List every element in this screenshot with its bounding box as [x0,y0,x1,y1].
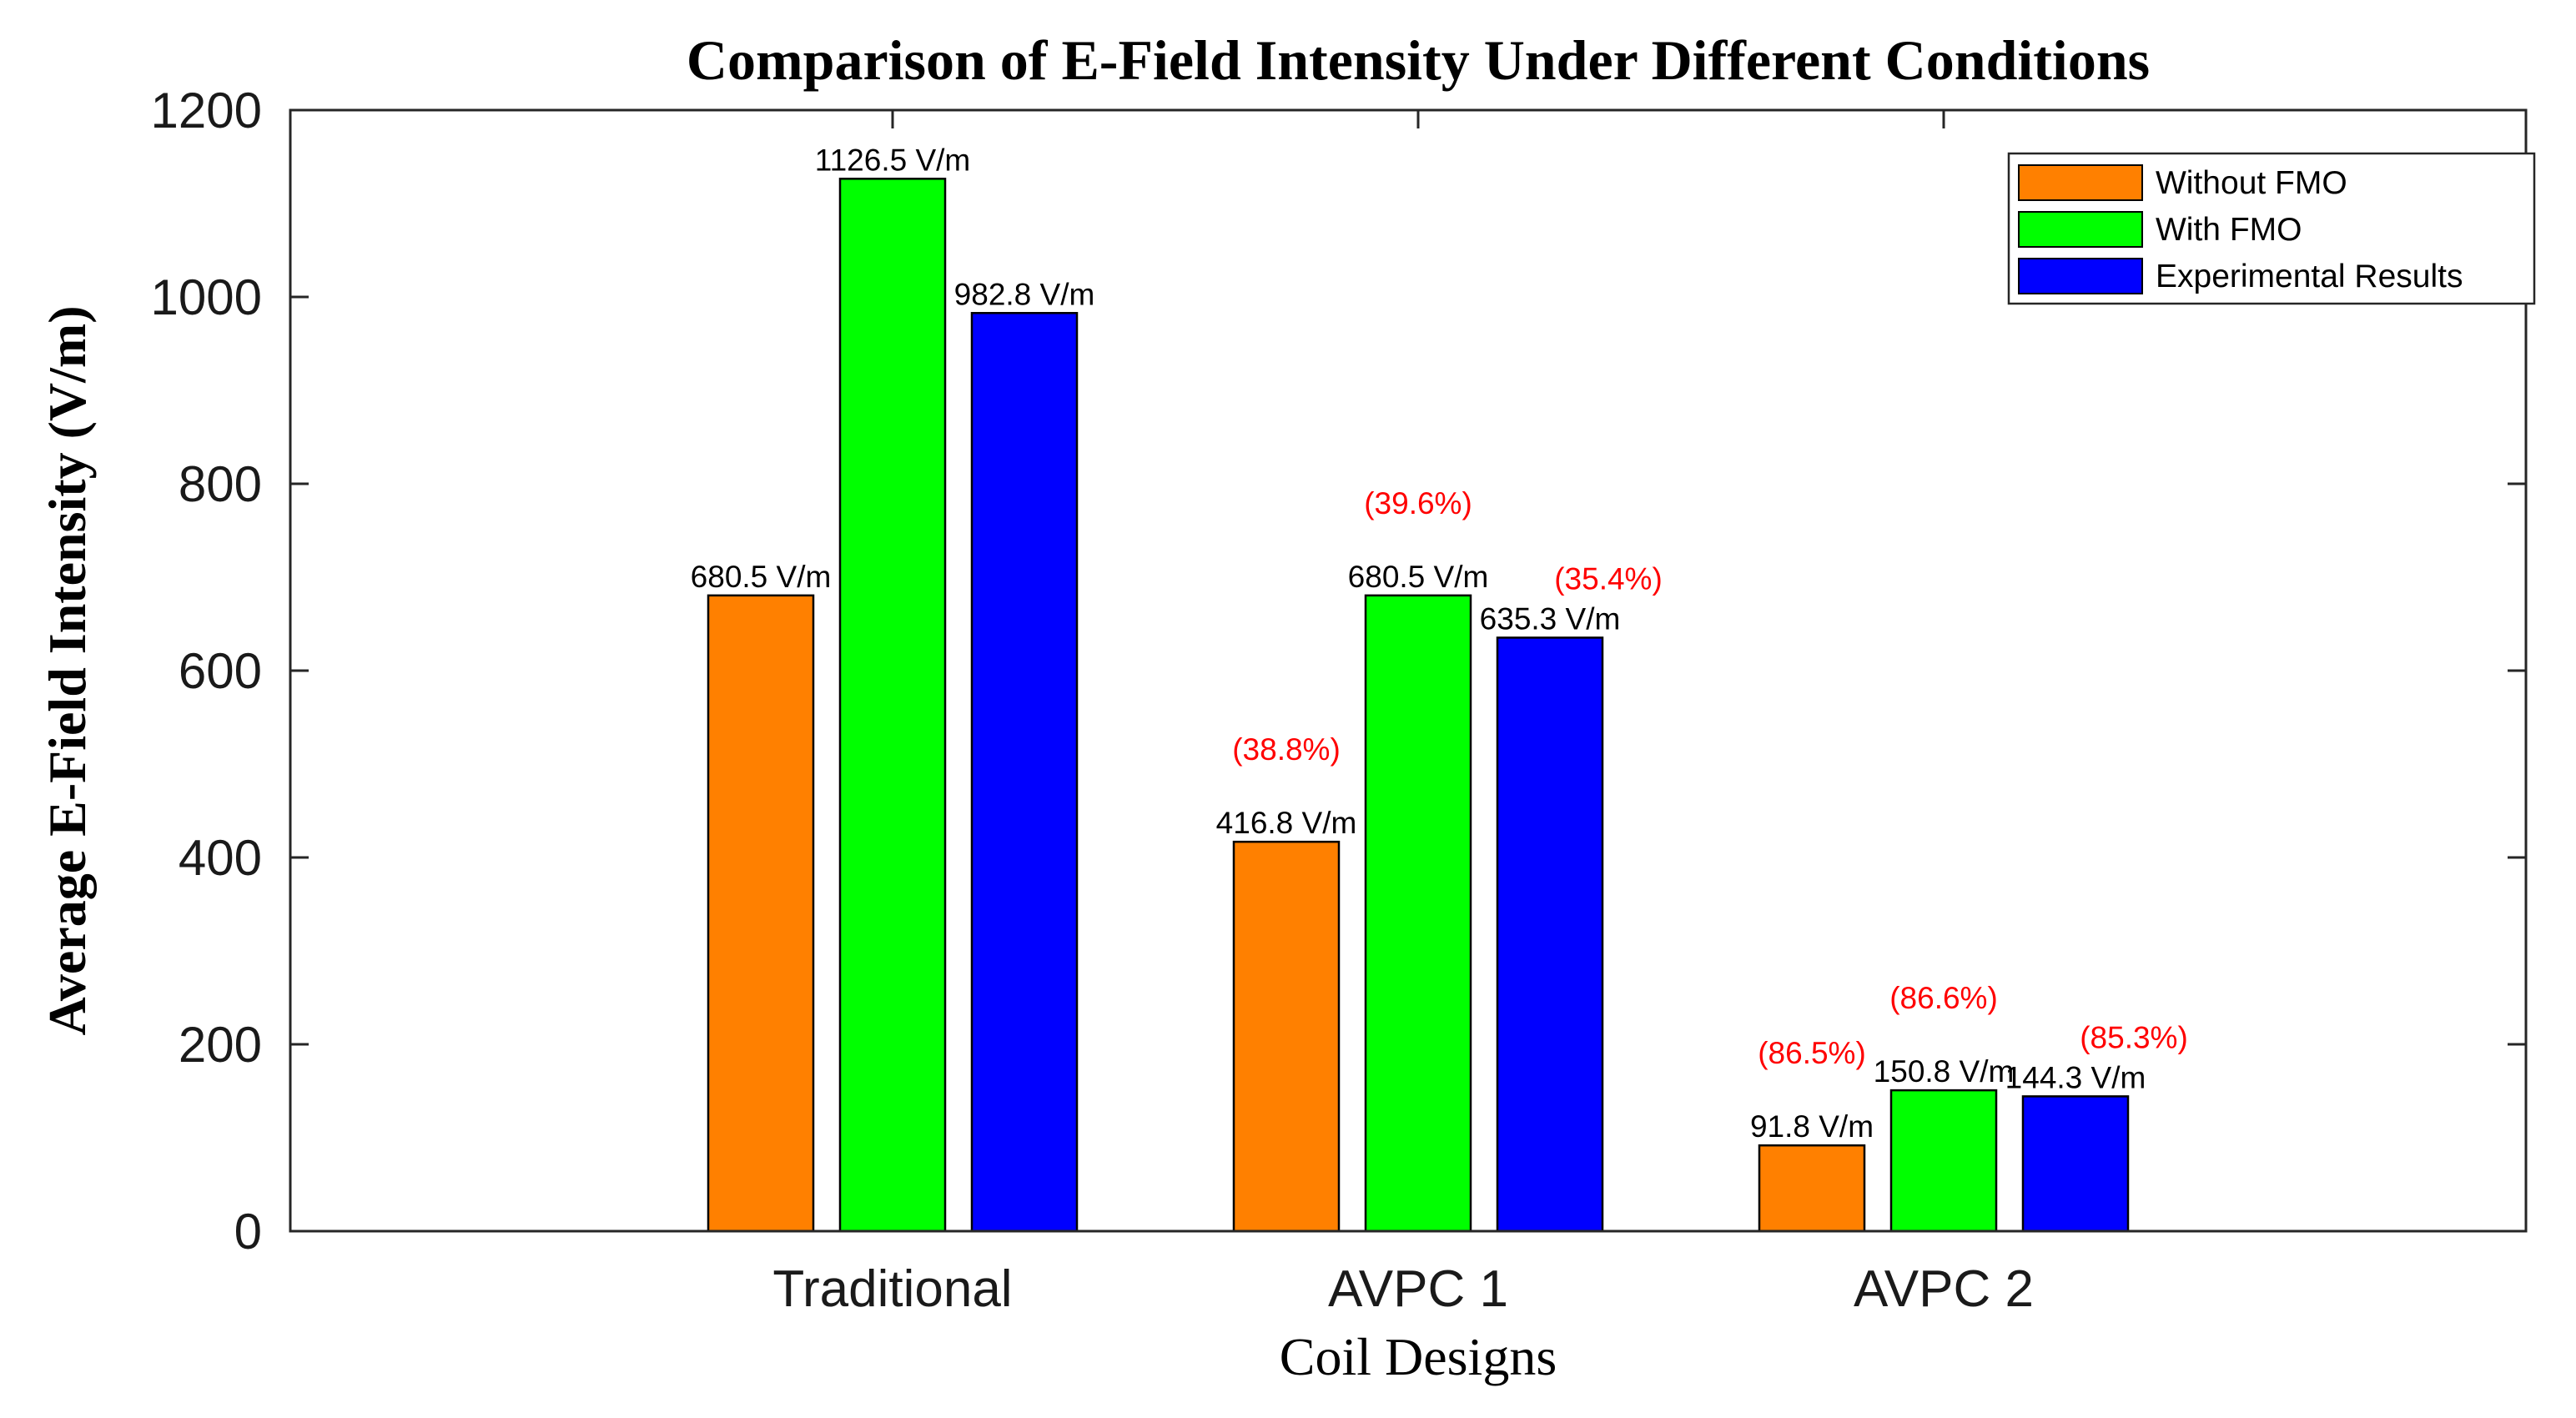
percent-annotation: (38.8%) [1232,732,1341,767]
bar[interactable] [970,312,1079,1233]
data-label: 144.3 V/m [2005,1060,2146,1094]
percent-annotation: (86.5%) [1758,1036,1866,1070]
bar[interactable] [1496,636,1604,1233]
x-axis-label: Coil Designs [1280,1327,1557,1386]
bar[interactable] [1364,594,1472,1233]
percent-annotation: (35.4%) [1554,561,1663,596]
y-tick-label: 800 [179,456,262,512]
y-tick-label: 0 [234,1204,262,1260]
legend-label: With FMO [2156,212,2302,248]
legend-label: Experimental Results [2156,259,2463,294]
y-tick-label: 1000 [151,269,262,325]
data-label: 680.5 V/m [1348,560,1489,594]
bar[interactable] [707,594,815,1233]
percent-annotation: (85.3%) [2080,1020,2188,1054]
percent-annotation: (39.6%) [1364,486,1472,520]
data-label: 416.8 V/m [1216,806,1357,840]
data-label: 635.3 V/m [1480,601,1621,636]
data-label: 982.8 V/m [954,277,1095,311]
bar[interactable] [1889,1089,1998,1233]
y-tick-label: 600 [179,643,262,699]
data-label: 1126.5 V/m [815,143,970,177]
legend-swatch [2018,164,2143,201]
bar[interactable] [838,178,947,1233]
y-tick-label: 400 [179,830,262,886]
data-label: 680.5 V/m [691,560,832,594]
legend-swatch [2018,211,2143,248]
data-label: 91.8 V/m [1750,1109,1874,1144]
axes-frame [289,108,2528,1233]
y-tick-label: 1200 [151,83,262,138]
percent-annotation: (86.6%) [1889,981,1998,1015]
y-axis-label: Average E-Field Intensity (V/m) [38,305,97,1035]
data-label: 150.8 V/m [1874,1054,2015,1089]
bar[interactable] [1232,840,1341,1233]
legend-swatch [2018,258,2143,294]
y-tick-label: 200 [179,1017,262,1073]
legend-label: Without FMO [2156,165,2347,201]
category-label: AVPC 2 [1854,1260,2034,1318]
bar[interactable] [2021,1095,2130,1233]
bar[interactable] [1758,1144,1866,1233]
category-label: Traditional [772,1260,1012,1318]
chart-title: Comparison of E-Field Intensity Under Di… [687,28,2150,92]
category-label: AVPC 1 [1328,1260,1508,1318]
